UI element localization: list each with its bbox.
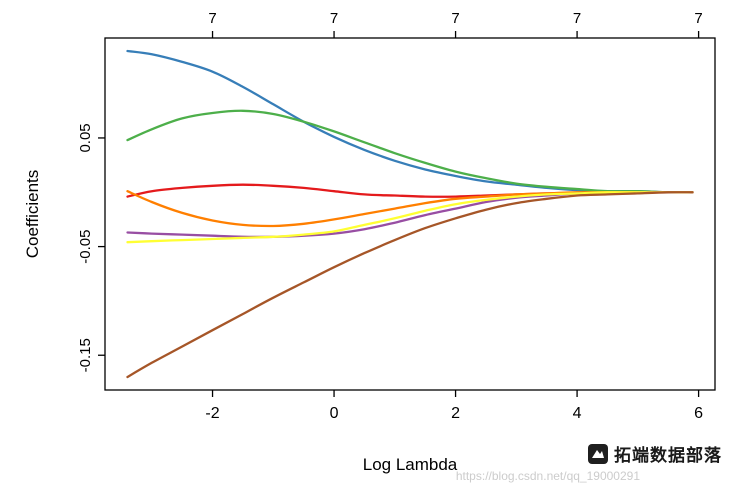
top-axis-df-label: 7 bbox=[573, 10, 581, 27]
y-axis-tick-label: -0.05 bbox=[77, 229, 94, 263]
watermark-brand-row: 拓端数据部落 bbox=[588, 441, 722, 466]
plot-border bbox=[104, 37, 716, 391]
series-line-green bbox=[126, 109, 694, 194]
watermark-brand: 拓端数据部落 bbox=[614, 446, 722, 465]
y-axis-title: Coefficients bbox=[23, 169, 42, 259]
series-line-blue bbox=[126, 49, 694, 194]
x-axis-tick-label: 4 bbox=[573, 405, 582, 422]
top-axis-df-label: 7 bbox=[208, 10, 216, 27]
y-axis-tick-label: 0.05 bbox=[77, 123, 94, 152]
x-axis-tick-label: 6 bbox=[694, 405, 703, 422]
watermark-url: https://blog.csdn.net/qq_19000291 bbox=[455, 469, 640, 483]
watermark: https://blog.csdn.net/qq_19000291 拓端数据部落 bbox=[444, 441, 724, 485]
y-axis-tick-label: -0.15 bbox=[77, 338, 94, 372]
x-axis-tick-label: 0 bbox=[330, 405, 339, 422]
top-axis-df-label: 7 bbox=[451, 10, 459, 27]
x-axis-tick-label: 2 bbox=[451, 405, 460, 422]
series-line-brown bbox=[126, 191, 694, 379]
top-axis-df-label: 7 bbox=[694, 10, 702, 27]
watermark-logo-icon bbox=[588, 443, 608, 464]
x-axis-title: Log Lambda bbox=[362, 455, 458, 474]
top-axis-df-label: 7 bbox=[330, 10, 338, 27]
x-axis-tick-label: -2 bbox=[205, 405, 219, 422]
series-line-yellow bbox=[126, 191, 694, 244]
